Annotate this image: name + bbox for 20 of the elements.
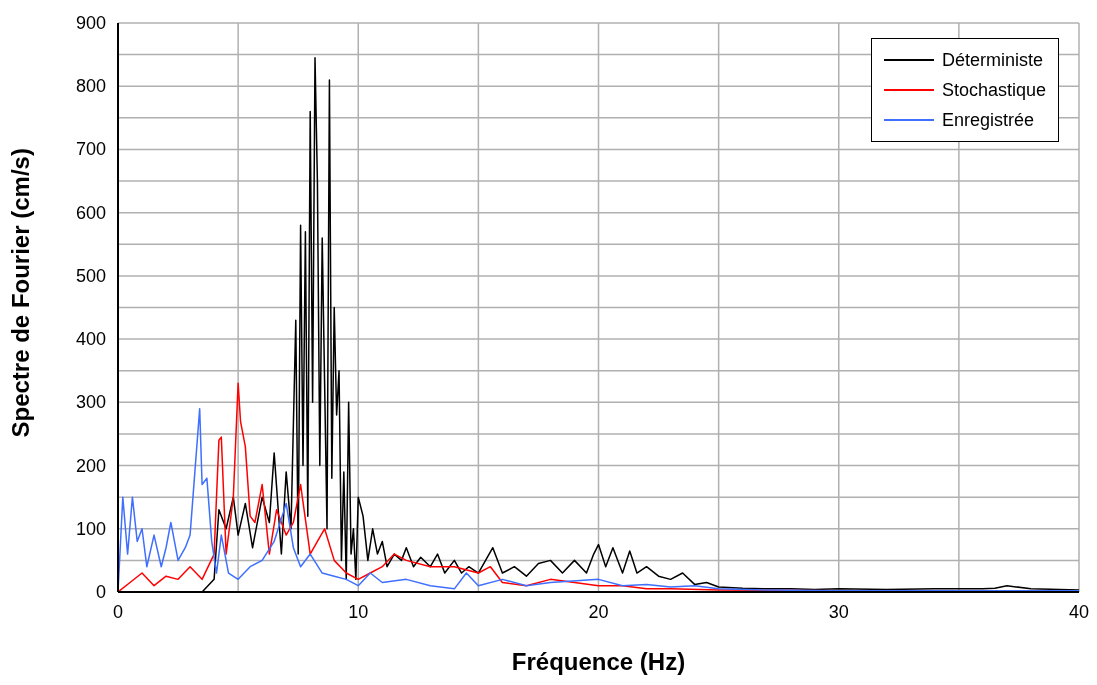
y-tick-label: 700: [75, 139, 106, 160]
x-tick-label: 40: [1068, 602, 1090, 622]
y-tick-label: 300: [75, 392, 106, 413]
y-tick-label: 500: [75, 265, 106, 286]
x-tick-label: 0: [112, 602, 124, 622]
legend-label: Stochastique: [941, 79, 1046, 102]
legend-label: Enregistrée: [941, 109, 1034, 132]
y-tick-label: 400: [75, 329, 106, 350]
x-tick-label: 10: [348, 602, 369, 622]
y-tick-label: 200: [75, 455, 106, 476]
y-tick-label: 600: [75, 202, 106, 223]
legend-label: Déterministe: [941, 49, 1043, 72]
x-axis-title: Fréquence (Hz): [511, 648, 686, 675]
y-tick-label: 100: [75, 518, 106, 539]
y-axis-title: Spectre de Fourier (cm/s): [6, 148, 34, 438]
y-tick-label: 900: [75, 13, 106, 33]
y-tick-label: 800: [75, 76, 106, 97]
x-tick-label: 20: [588, 602, 609, 622]
y-tick-label: 0: [95, 582, 106, 602]
x-tick-label: 30: [828, 602, 849, 622]
